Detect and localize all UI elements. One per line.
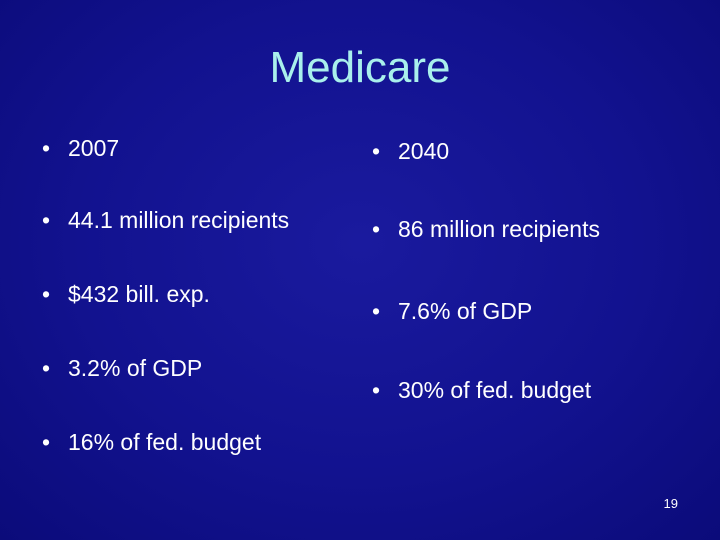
left-bullet-recipients: • 44.1 million recipients	[42, 206, 289, 234]
bullet-dot: •	[42, 429, 51, 455]
right-bullet-budget: • 30% of fed. budget	[372, 376, 591, 404]
right-bullet-text: 86 million recipients	[398, 216, 600, 242]
left-bullet-text: 2007	[68, 135, 120, 161]
right-bullet-text: 2040	[398, 138, 450, 164]
right-bullet-gdp: • 7.6% of GDP	[372, 297, 532, 325]
bullet-dot: •	[42, 281, 51, 307]
bullet-dot: •	[372, 377, 381, 403]
left-bullet-gdp: • 3.2% of GDP	[42, 354, 202, 382]
left-bullet-text: 16% of fed. budget	[68, 429, 262, 455]
bullet-dot: •	[372, 298, 381, 324]
bullet-dot: •	[42, 207, 51, 233]
bullet-dot: •	[42, 135, 51, 161]
right-bullet-text: 30% of fed. budget	[398, 377, 592, 403]
bullet-dot: •	[372, 216, 381, 242]
bullet-dot: •	[372, 138, 381, 164]
page-number: 19	[663, 496, 678, 511]
slide-title: Medicare	[269, 43, 451, 92]
left-bullet-text: $432 bill. exp.	[68, 281, 210, 307]
left-bullet-year: • 2007	[42, 134, 119, 162]
left-bullet-expense: • $432 bill. exp.	[42, 280, 210, 308]
right-bullet-year: • 2040	[372, 137, 449, 165]
left-bullet-text: 44.1 million recipients	[68, 207, 290, 233]
left-bullet-text: 3.2% of GDP	[68, 355, 203, 381]
right-bullet-recipients: • 86 million recipients	[372, 215, 600, 243]
bullet-dot: •	[42, 355, 51, 381]
left-bullet-budget: • 16% of fed. budget	[42, 428, 261, 456]
right-bullet-text: 7.6% of GDP	[398, 298, 533, 324]
